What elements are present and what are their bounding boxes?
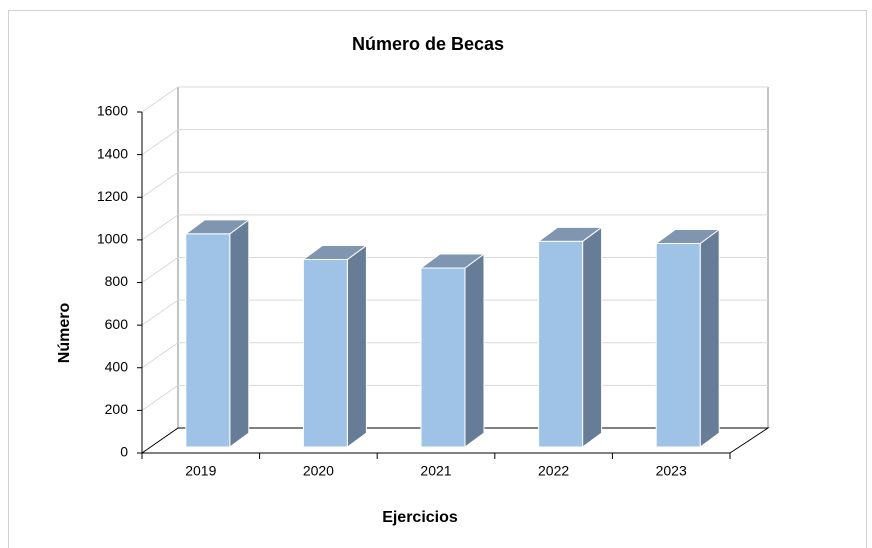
y-tick-label: 400 <box>105 358 129 374</box>
grid-line <box>141 86 768 113</box>
bar-front <box>538 240 584 448</box>
grid-line <box>141 129 768 156</box>
x-tick-label: 2023 <box>656 463 687 479</box>
bar <box>654 228 721 448</box>
bar-front <box>185 233 231 448</box>
x-tick-label: 2022 <box>538 463 569 479</box>
x-tick-label: 2021 <box>420 463 451 479</box>
y-tick-label: 200 <box>105 401 129 417</box>
grid-line <box>141 171 768 198</box>
y-tick-label: 600 <box>105 316 129 332</box>
x-axis-title: Ejercicios <box>382 509 458 526</box>
y-tick-label: 1400 <box>97 145 128 161</box>
bar-front <box>420 267 466 448</box>
y-tick-label: 800 <box>105 273 129 289</box>
bar <box>419 252 486 448</box>
grid-line <box>141 214 768 241</box>
bar-front <box>655 242 701 448</box>
bar-side <box>464 252 485 448</box>
bar <box>184 218 251 448</box>
x-tick-label: 2020 <box>303 463 334 479</box>
y-tick-label: 1000 <box>97 231 128 247</box>
bar <box>537 226 604 448</box>
bar-side <box>582 226 603 448</box>
bar-side <box>346 244 367 448</box>
bar-side <box>229 218 250 448</box>
x-tick-label: 2019 <box>185 463 216 479</box>
y-axis-title: Número <box>56 303 73 364</box>
y-tick-label: 1600 <box>97 103 128 119</box>
chart-title: Número de Becas <box>352 34 504 54</box>
y-tick-label: 1200 <box>97 188 128 204</box>
bar-front <box>302 258 348 448</box>
y-tick-label: 0 <box>120 444 128 460</box>
bar-side <box>699 228 720 448</box>
bar <box>301 244 368 448</box>
